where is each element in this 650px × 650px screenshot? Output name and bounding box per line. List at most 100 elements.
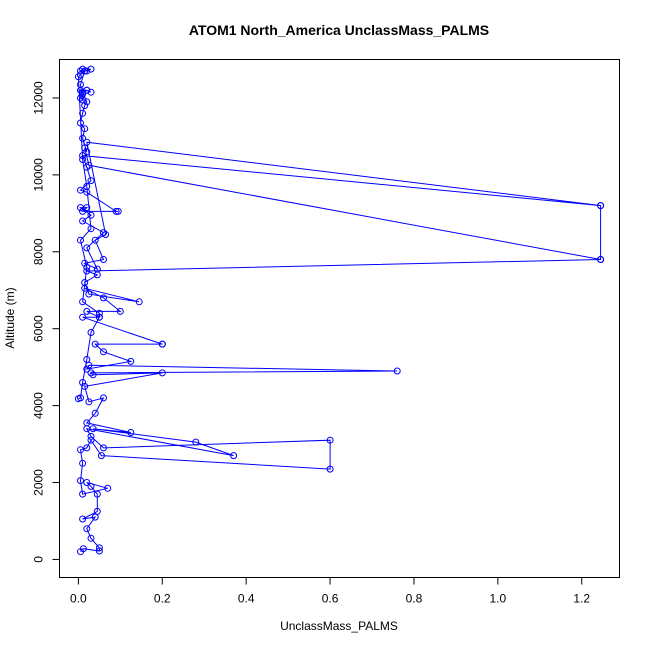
- data-point: [79, 459, 87, 467]
- data-point: [81, 279, 89, 286]
- data-point: [100, 444, 107, 452]
- data-point: [87, 534, 95, 542]
- data-point: [74, 73, 82, 81]
- data-point: [83, 365, 91, 373]
- data-point: [87, 369, 95, 377]
- data-point: [77, 67, 84, 75]
- data-point: [100, 256, 107, 263]
- data-point: [95, 547, 103, 555]
- data-point: [77, 81, 84, 88]
- data-point: [104, 484, 112, 492]
- data-point: [81, 144, 89, 152]
- y-axis-label: Altitude (m): [3, 287, 17, 348]
- data-point: [135, 298, 143, 306]
- data-point: [89, 371, 97, 379]
- y-tick-label: 8000: [32, 238, 46, 265]
- data-point: [89, 425, 97, 433]
- data-point: [102, 231, 110, 238]
- data-point: [83, 479, 91, 486]
- data-point: [81, 382, 89, 390]
- data-point: [79, 217, 87, 225]
- y-tick-label: 10000: [32, 158, 46, 192]
- data-point: [77, 236, 84, 244]
- data-point: [87, 65, 95, 73]
- data-point: [85, 161, 93, 169]
- x-axis: 0.0 0.2 0.4 0.6 0.8 1.0 1.2: [70, 577, 590, 606]
- data-point: [95, 313, 103, 321]
- data-point: [83, 307, 91, 315]
- data-point: [83, 98, 91, 106]
- data-point: [91, 340, 99, 348]
- data-point: [85, 290, 93, 298]
- data-point: [116, 307, 124, 315]
- data-point: [93, 265, 101, 273]
- y-tick-label: 6000: [32, 315, 46, 342]
- data-point: [93, 507, 101, 515]
- series-line: [77, 68, 602, 553]
- data-point: [127, 429, 135, 436]
- data-point: [87, 211, 95, 219]
- data-point: [597, 256, 605, 263]
- data-point: [83, 86, 91, 94]
- data-point: [230, 452, 238, 460]
- data-point: [79, 134, 87, 142]
- data-point: [83, 204, 91, 212]
- x-tick-label: 0.6: [322, 592, 339, 606]
- data-point: [87, 432, 95, 440]
- y-tick-label: 12000: [32, 81, 46, 115]
- data-point: [100, 229, 107, 237]
- data-point: [91, 409, 99, 417]
- data-point: [95, 544, 103, 552]
- data-point: [79, 207, 87, 215]
- data-point: [79, 298, 87, 306]
- data-point: [97, 452, 105, 460]
- x-tick-label: 0.4: [238, 592, 255, 606]
- data-point: [91, 236, 99, 244]
- data-point: [326, 436, 334, 444]
- data-point: [79, 88, 87, 96]
- data-point: [87, 482, 95, 490]
- data-point: [114, 207, 122, 215]
- data-point: [85, 398, 93, 406]
- data-point: [79, 379, 87, 386]
- data-point: [79, 490, 87, 498]
- data-point: [77, 446, 84, 454]
- y-tick-label: 0: [32, 556, 46, 563]
- data-point: [83, 244, 91, 252]
- data-point: [87, 436, 95, 444]
- y-axis: 0 2000 4000 6000 8000 10000 12000: [32, 81, 60, 563]
- data-point: [83, 263, 91, 271]
- chart-title: ATOM1 North_America UnclassMass_PALMS: [189, 22, 489, 38]
- data-point: [87, 177, 95, 185]
- data-point: [81, 67, 89, 75]
- x-tick-label: 0.0: [70, 592, 87, 606]
- data-point: [95, 309, 103, 317]
- data-point: [158, 340, 166, 348]
- plot-area: [74, 65, 605, 556]
- data-point: [83, 419, 91, 427]
- data-point: [83, 267, 91, 275]
- data-point: [87, 225, 95, 233]
- data-point: [77, 119, 84, 127]
- y-tick-label: 2000: [32, 469, 46, 496]
- x-tick-label: 0.2: [154, 592, 171, 606]
- data-point: [100, 394, 107, 402]
- data-point: [81, 125, 89, 133]
- x-tick-label: 0.8: [406, 592, 423, 606]
- data-point: [83, 444, 91, 452]
- data-point: [87, 329, 95, 336]
- data-point: [81, 259, 89, 267]
- x-axis-label: UnclassMass_PALMS: [280, 619, 398, 633]
- data-point: [77, 477, 84, 485]
- data-point: [100, 348, 107, 356]
- data-point: [79, 109, 87, 117]
- data-point: [79, 313, 87, 321]
- data-point: [79, 96, 87, 104]
- data-point: [79, 515, 87, 523]
- data-point: [158, 369, 166, 377]
- plot-frame: [59, 59, 620, 578]
- data-point: [83, 356, 91, 363]
- x-tick-label: 1.0: [490, 592, 507, 606]
- data-point: [112, 207, 120, 215]
- data-point: [83, 163, 91, 171]
